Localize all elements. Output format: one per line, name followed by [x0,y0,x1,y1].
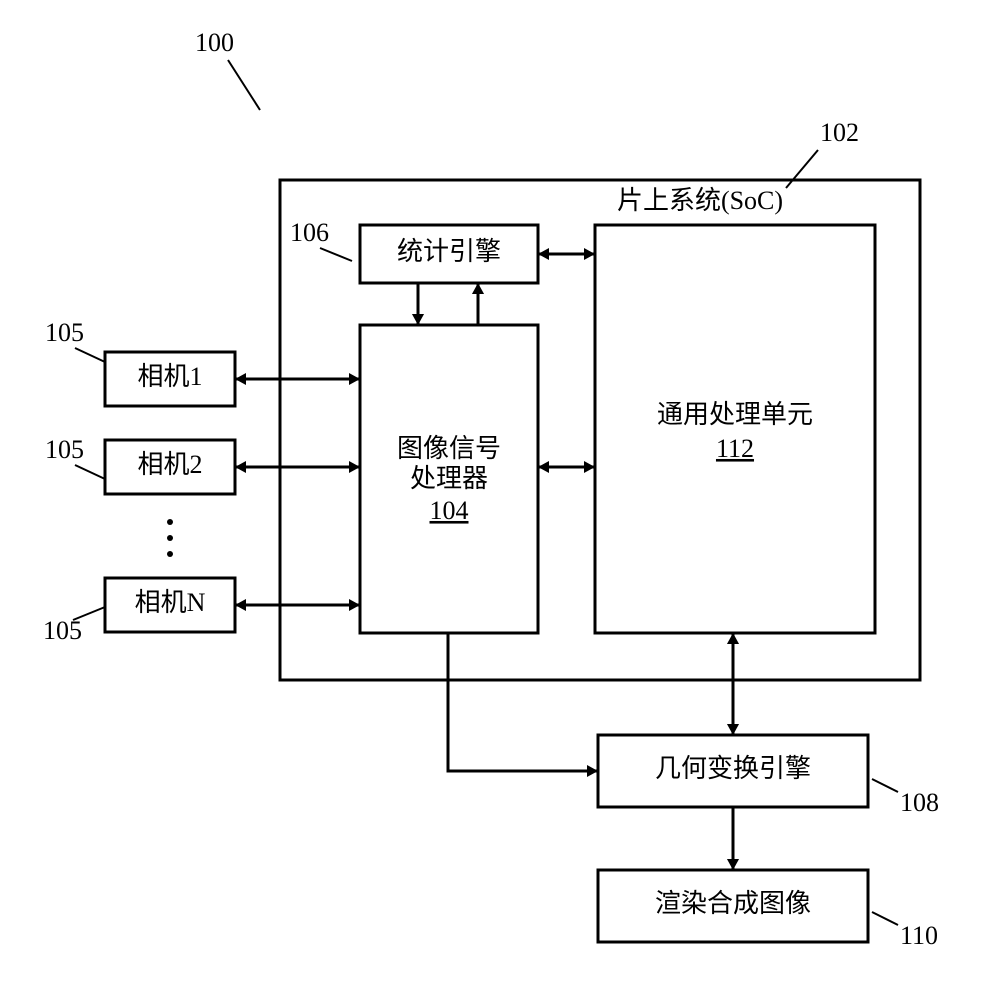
geom-label: 几何变换引擎 [655,754,811,783]
ref-camN: 105 [43,616,82,645]
ref-soc: 102 [820,118,859,147]
ref-stats: 106 [290,218,329,247]
ellipsis-dot [167,535,173,541]
ref-geom: 108 [900,788,939,817]
camN-label: 相机N [135,588,206,617]
ref-cam1: 105 [45,318,84,347]
ellipsis-dot [167,519,173,525]
isp-label-1: 图像信号 [397,434,501,463]
stats-label: 统计引擎 [397,237,501,266]
cam1-label: 相机1 [137,362,202,391]
lead-system [228,60,260,110]
ellipsis-dot [167,551,173,557]
cam2-label: 相机2 [137,450,202,479]
isp-ref: 104 [430,496,469,525]
ref-render: 110 [900,921,938,950]
gpu-ref: 112 [716,434,754,463]
ref-cam2: 105 [45,435,84,464]
lead-render [872,912,898,925]
lead-geom [872,779,898,792]
ref-system: 100 [195,28,234,57]
gpu-label: 通用处理单元 [657,400,813,429]
lead-cam1 [75,348,105,362]
soc-title: 片上系统(SoC) [617,186,783,215]
lead-cam2 [75,465,105,479]
render-label: 渲染合成图像 [655,889,811,918]
gpu-box [595,225,875,633]
isp-label-2: 处理器 [410,464,488,493]
